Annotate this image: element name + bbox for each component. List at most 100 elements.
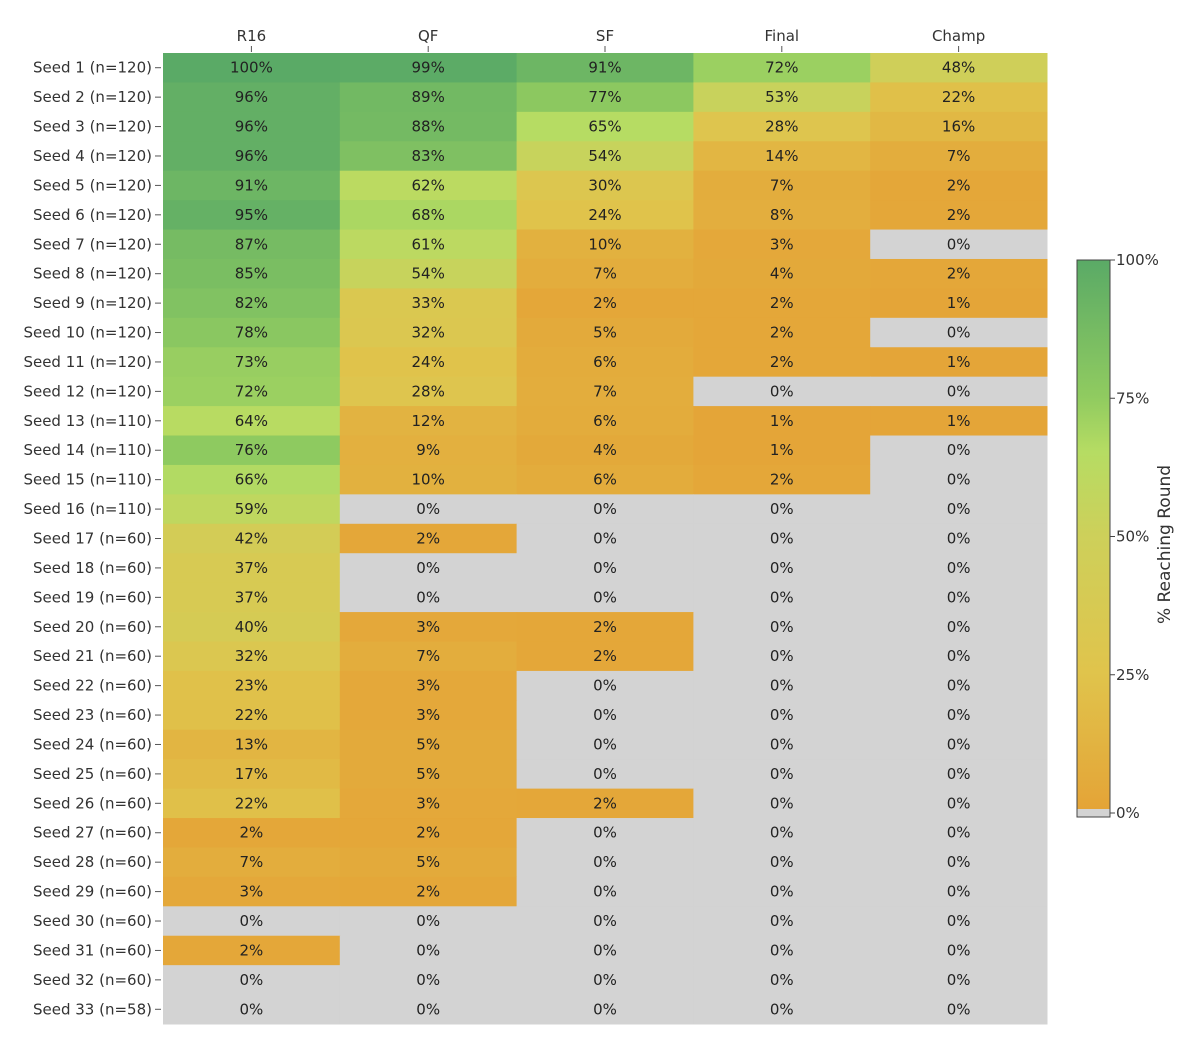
heatmap-cell bbox=[693, 200, 871, 231]
cell-value-label: 99% bbox=[412, 59, 445, 77]
heatmap-cell bbox=[516, 53, 694, 83]
cell-value-label: 2% bbox=[416, 824, 440, 842]
heatmap-cell bbox=[339, 53, 518, 83]
cell-value-label: 10% bbox=[412, 471, 445, 489]
heatmap-cell bbox=[870, 376, 1048, 407]
heatmap-cell bbox=[339, 994, 518, 1025]
heatmap-cell bbox=[870, 582, 1048, 613]
heatmap-cell bbox=[693, 670, 871, 701]
cell-value-label: 0% bbox=[947, 706, 971, 724]
heatmap-cell bbox=[163, 759, 341, 790]
heatmap-cells bbox=[163, 53, 1048, 1025]
colorbar-tick-label: 100% bbox=[1116, 251, 1159, 269]
cell-value-label: 3% bbox=[416, 618, 440, 636]
heatmap-cell bbox=[693, 464, 871, 495]
row-tick-label: Seed 2 (n=120) bbox=[33, 88, 152, 106]
cell-value-label: 0% bbox=[416, 500, 440, 518]
cell-value-label: 0% bbox=[416, 588, 440, 606]
cell-value-label: 0% bbox=[947, 1000, 971, 1018]
heatmap-cell bbox=[339, 141, 518, 172]
cell-value-label: 0% bbox=[947, 647, 971, 665]
heatmap-cell bbox=[693, 376, 871, 407]
cell-value-label: 0% bbox=[416, 912, 440, 930]
heatmap-cell bbox=[339, 200, 518, 231]
heatmap-cell bbox=[163, 847, 341, 878]
cell-value-label: 42% bbox=[235, 530, 268, 548]
heatmap-cell bbox=[516, 200, 694, 231]
heatmap-cell bbox=[339, 729, 518, 760]
heatmap-cell bbox=[163, 994, 341, 1025]
cell-value-label: 0% bbox=[770, 677, 794, 695]
cell-value-label: 5% bbox=[416, 735, 440, 753]
heatmap-cell bbox=[339, 347, 518, 378]
cell-value-label: 0% bbox=[947, 765, 971, 783]
row-tick-label: Seed 29 (n=60) bbox=[33, 883, 152, 901]
heatmap-cell bbox=[693, 965, 871, 996]
heatmap-cell bbox=[163, 965, 341, 996]
heatmap-cell bbox=[339, 464, 518, 495]
heatmap-cell bbox=[870, 170, 1048, 201]
row-tick-label: Seed 7 (n=120) bbox=[33, 235, 152, 253]
heatmap-cell bbox=[516, 82, 694, 113]
heatmap-cell bbox=[516, 759, 694, 790]
cell-value-label: 2% bbox=[416, 883, 440, 901]
cell-value-label: 0% bbox=[593, 706, 617, 724]
row-tick-label: Seed 31 (n=60) bbox=[33, 941, 152, 959]
cell-value-label: 33% bbox=[412, 294, 445, 312]
cell-value-label: 83% bbox=[412, 147, 445, 165]
cell-value-label: 0% bbox=[416, 559, 440, 577]
cell-value-label: 0% bbox=[416, 1000, 440, 1018]
heatmap-cell bbox=[163, 111, 341, 142]
heatmap-cell bbox=[516, 729, 694, 760]
row-tick-label: Seed 15 (n=110) bbox=[23, 471, 152, 489]
heatmap-cell bbox=[339, 582, 518, 613]
cell-value-label: 2% bbox=[770, 324, 794, 342]
heatmap-cell bbox=[163, 141, 341, 172]
heatmap-cell bbox=[693, 141, 871, 172]
heatmap-cell bbox=[516, 670, 694, 701]
heatmap-cell bbox=[693, 729, 871, 760]
heatmap-cell bbox=[870, 82, 1048, 113]
heatmap-cell bbox=[516, 523, 694, 554]
colorbar-tick-label: 75% bbox=[1116, 389, 1149, 407]
heatmap-cell bbox=[870, 53, 1048, 83]
heatmap-cell bbox=[870, 523, 1048, 554]
row-tick-label: Seed 10 (n=120) bbox=[23, 324, 152, 342]
row-tick-label: Seed 9 (n=120) bbox=[33, 294, 152, 312]
heatmap-cell bbox=[693, 700, 871, 731]
cell-value-label: 0% bbox=[770, 706, 794, 724]
heatmap-cell bbox=[516, 788, 694, 819]
cell-value-label: 0% bbox=[593, 1000, 617, 1018]
cell-value-label: 40% bbox=[235, 618, 268, 636]
cell-value-label: 0% bbox=[240, 912, 264, 930]
cell-value-label: 0% bbox=[416, 971, 440, 989]
cell-value-label: 0% bbox=[593, 559, 617, 577]
cell-value-label: 64% bbox=[235, 412, 268, 430]
cell-value-label: 0% bbox=[947, 883, 971, 901]
cell-value-label: 0% bbox=[593, 824, 617, 842]
heatmap-cell bbox=[693, 317, 871, 348]
row-tick-label: Seed 19 (n=60) bbox=[33, 588, 152, 606]
heatmap-cell bbox=[339, 317, 518, 348]
cell-value-label: 32% bbox=[412, 324, 445, 342]
cell-value-label: 0% bbox=[947, 500, 971, 518]
heatmap-cell bbox=[693, 494, 871, 525]
heatmap-cell bbox=[163, 435, 341, 466]
cell-value-label: 0% bbox=[770, 883, 794, 901]
column-tick-label: SF bbox=[596, 27, 614, 45]
heatmap-cell bbox=[693, 553, 871, 584]
heatmap-cell bbox=[163, 82, 341, 113]
heatmap-cell bbox=[870, 759, 1048, 790]
heatmap-cell bbox=[870, 847, 1048, 878]
colorbar-gradient bbox=[1077, 260, 1110, 809]
colorbar-ticks: 100% 75% 50% 25% 0% bbox=[1110, 251, 1159, 822]
heatmap-cell bbox=[693, 435, 871, 466]
heatmap-cell bbox=[516, 406, 694, 437]
heatmap-cell bbox=[870, 965, 1048, 996]
cell-value-label: 14% bbox=[765, 147, 798, 165]
cell-value-label: 0% bbox=[593, 500, 617, 518]
cell-value-label: 0% bbox=[593, 912, 617, 930]
cell-value-label: 0% bbox=[593, 971, 617, 989]
heatmap-cell bbox=[870, 141, 1048, 172]
heatmap-cell bbox=[339, 612, 518, 642]
